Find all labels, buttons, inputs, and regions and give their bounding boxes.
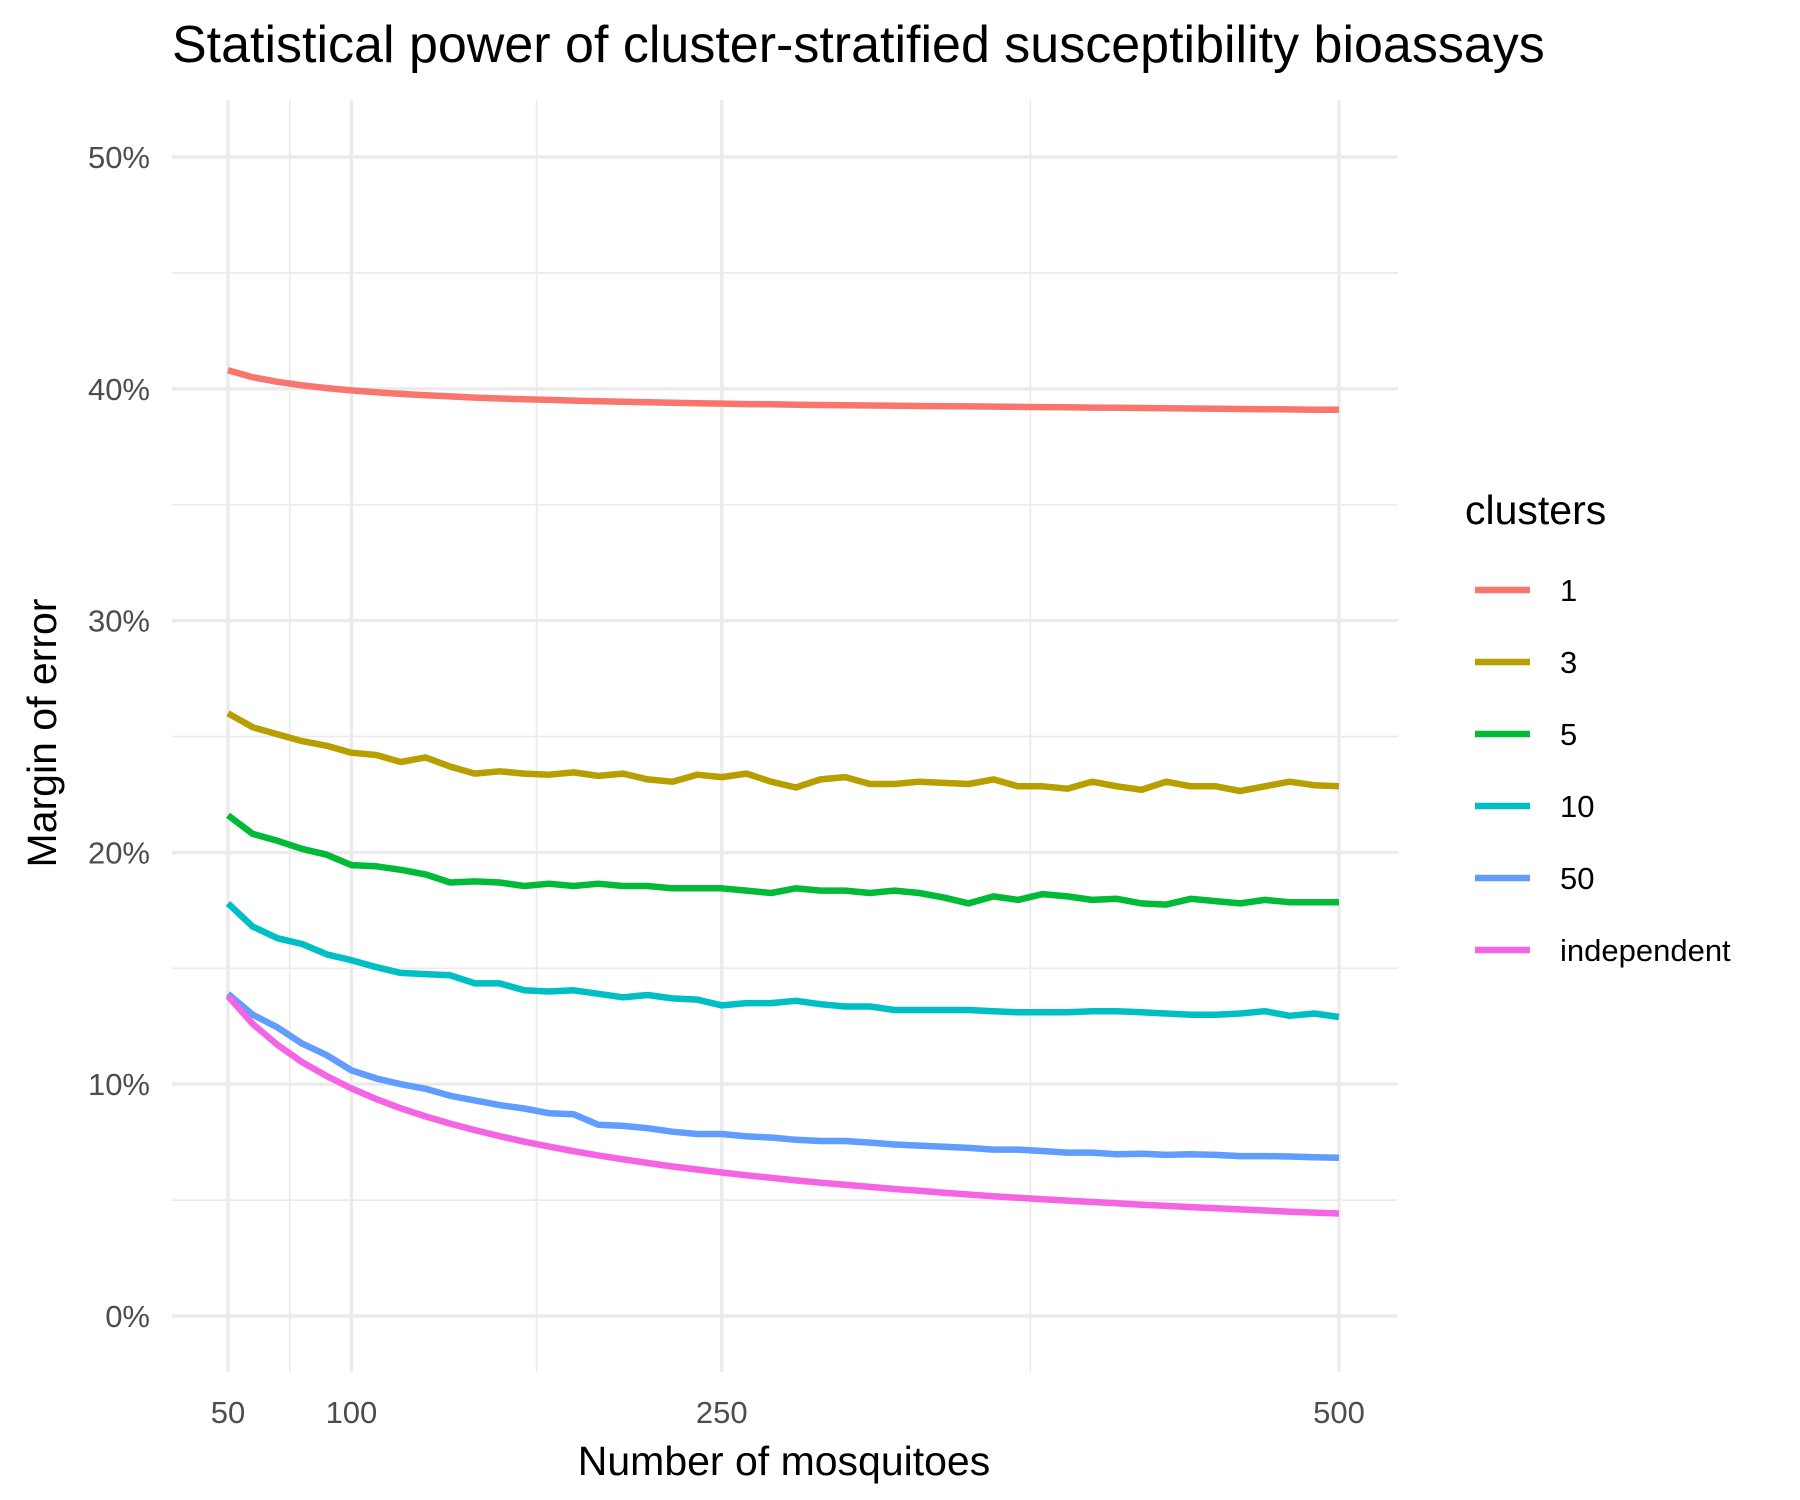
y-axis-title: Margin of error	[19, 599, 65, 868]
series-line-3	[226, 710, 1340, 795]
x-tick-label: 50	[211, 1395, 245, 1430]
legend-label-3: 3	[1560, 645, 1577, 680]
legend: 1 3 5 10 50 independent	[1475, 573, 1731, 968]
y-tick-label: 40%	[88, 372, 150, 407]
x-tick-label: 500	[1313, 1395, 1365, 1430]
y-tick-label: 30%	[88, 604, 150, 639]
y-tick-label: 0%	[105, 1299, 150, 1334]
legend-label-independent: independent	[1560, 933, 1731, 968]
chart-title: Statistical power of cluster-stratified …	[172, 16, 1545, 74]
legend-label-1: 1	[1560, 573, 1577, 608]
y-tick-label: 10%	[88, 1067, 150, 1102]
series-line-5	[226, 812, 1339, 908]
series-line-10	[225, 901, 1340, 1021]
x-axis-tick-labels: 50 100 250 500	[211, 1395, 1365, 1430]
x-axis-title: Number of mosquitoes	[578, 1438, 990, 1484]
y-tick-label: 20%	[88, 835, 150, 870]
legend-label-10: 10	[1560, 789, 1594, 824]
series-line-50	[225, 991, 1340, 1161]
y-tick-label: 50%	[88, 140, 150, 175]
legend-label-50: 50	[1560, 861, 1594, 896]
legend-title: clusters	[1465, 487, 1606, 533]
series-line-1	[227, 367, 1339, 413]
x-tick-label: 250	[696, 1395, 748, 1430]
x-tick-label: 100	[326, 1395, 378, 1430]
grid-layer	[172, 100, 1398, 1372]
series-line-independent	[225, 993, 1340, 1217]
legend-label-5: 5	[1560, 717, 1577, 752]
series-layer	[225, 367, 1340, 1217]
y-axis-tick-labels: 0% 10% 20% 30% 40% 50%	[88, 140, 150, 1334]
